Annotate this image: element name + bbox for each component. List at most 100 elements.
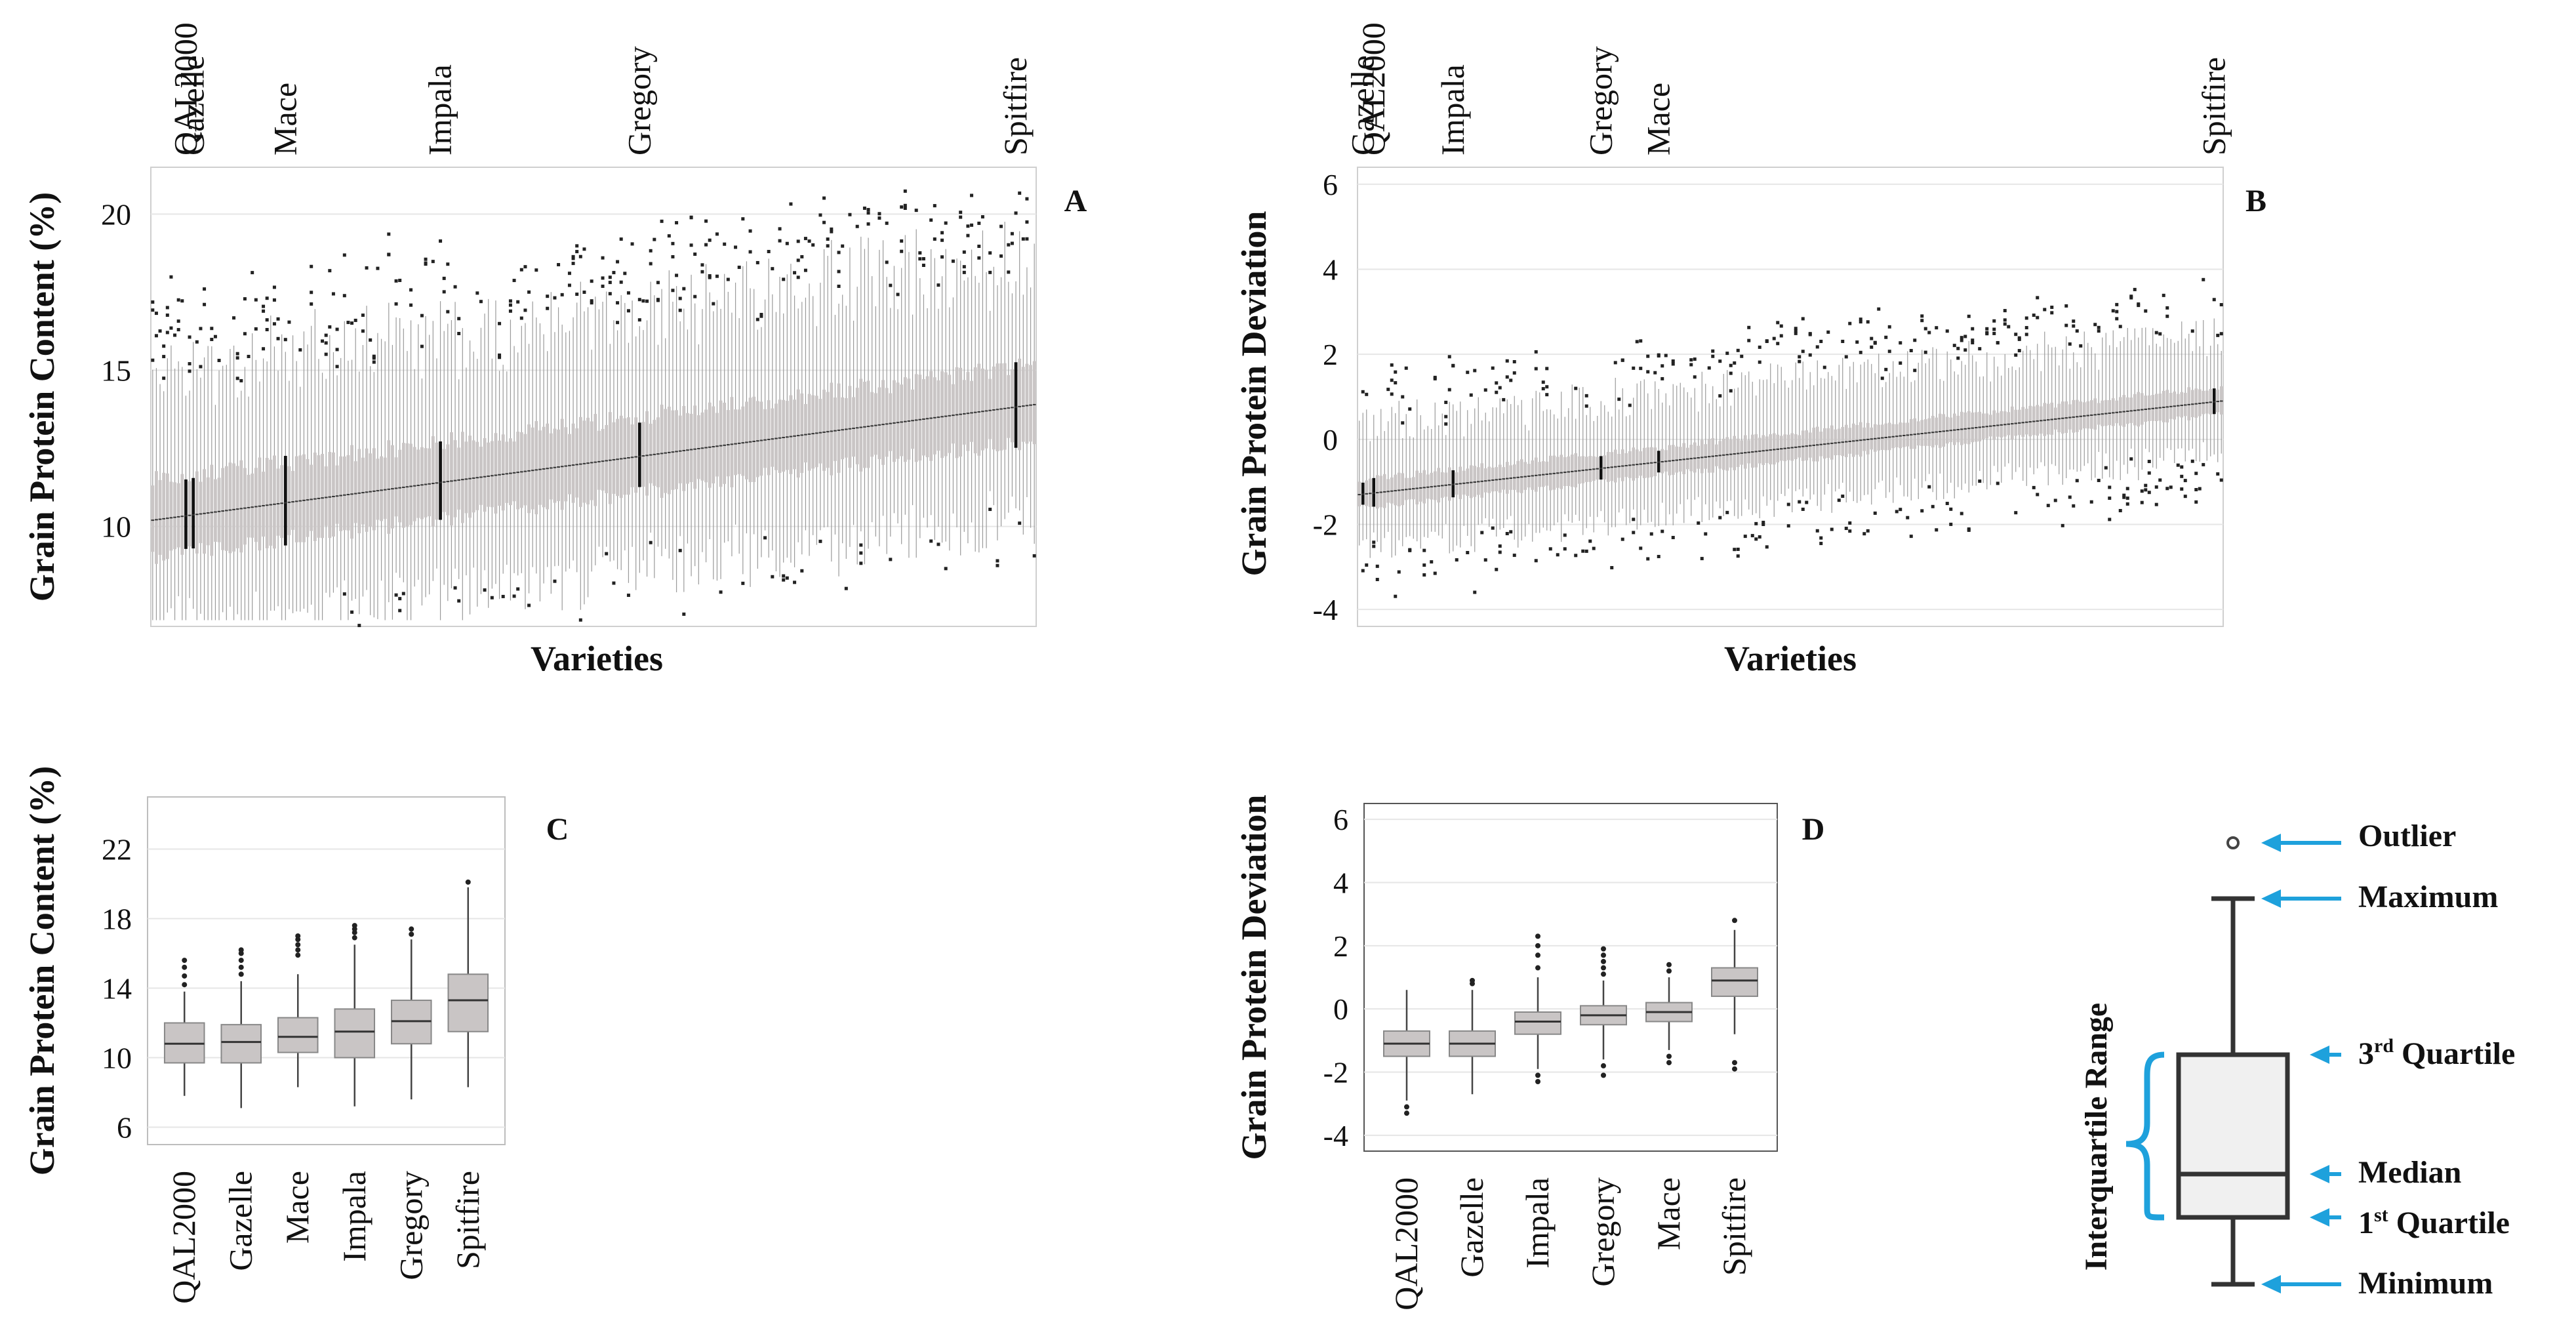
legend-outlier-dot [2226, 836, 2240, 849]
b-outlier-point [1859, 350, 1862, 354]
b-outlier-point [1639, 546, 1643, 550]
a-variety-box [180, 474, 184, 555]
a-outlier-point [310, 264, 313, 268]
b-outlier-point [1848, 529, 1852, 533]
c-outlier-point [295, 942, 301, 948]
b-outlier-point [2219, 303, 2223, 307]
b-outlier-point [2212, 298, 2216, 302]
b-outlier-point [1480, 531, 1484, 535]
c-outlier-point [295, 947, 301, 953]
a-variety-box [767, 400, 771, 476]
b-outlier-point [2125, 487, 2129, 491]
c-y-tick-label: 10 [102, 1042, 132, 1075]
b-outlier-point [1660, 529, 1664, 533]
a-variety-box [863, 381, 866, 468]
a-outlier-point [582, 290, 586, 294]
a-variety-box [793, 399, 796, 470]
a-outlier-point [675, 274, 679, 277]
a-outlier-point [251, 271, 254, 275]
b-outlier-point [1505, 375, 1509, 379]
b-outlier-point [1808, 353, 1812, 357]
b-variety-box [1447, 467, 1451, 501]
a-outlier-point [800, 254, 804, 258]
c-category-label: QAL2000 [165, 1171, 202, 1304]
a-outlier-point [601, 284, 605, 288]
a-outlier-point [442, 290, 446, 294]
b-variety-box [1750, 434, 1754, 468]
legend-arrow-median-head [2310, 1165, 2329, 1183]
a-outlier-point [667, 234, 671, 238]
b-variety-box [1909, 418, 1913, 449]
b-outlier-point [1841, 495, 1845, 498]
a-outlier-point [508, 299, 512, 303]
a-variety-box [460, 432, 464, 523]
a-variety-box [310, 464, 313, 531]
b-outlier-point [2043, 308, 2047, 312]
a-outlier-point [1025, 197, 1029, 201]
a-outlier-point [785, 576, 789, 580]
a-outlier-point [782, 277, 786, 281]
b-variety-box [2111, 398, 2115, 426]
a-outlier-point [796, 258, 800, 262]
a-variety-box [464, 441, 468, 514]
a-outlier-point [980, 215, 984, 219]
a-outlier-point [1025, 237, 1029, 241]
a-outlier-point [782, 574, 786, 578]
a-outlier-point [837, 251, 841, 254]
a-variety-box [376, 458, 380, 520]
b-outlier-point [1880, 376, 1884, 380]
b-outlier-point [2137, 304, 2141, 308]
b-outlier-point [1433, 571, 1437, 575]
b-variety-box [1642, 447, 1646, 478]
a-outlier-point [759, 312, 763, 316]
b-outlier-point [1765, 339, 1769, 343]
a-variety-box [162, 472, 166, 561]
a-outlier-point [498, 321, 502, 325]
b-outlier-point [1646, 354, 1650, 358]
a-variety-box [472, 440, 475, 513]
b-outlier-point [1657, 354, 1660, 358]
b-outlier-point [2219, 332, 2223, 336]
b-outlier-point [1960, 512, 1963, 516]
a-outlier-point [479, 300, 483, 304]
a-variety-box [893, 380, 896, 462]
b-outlier-point [1830, 527, 1834, 531]
b-outlier-point [2169, 485, 2173, 489]
b-outlier-point [1581, 549, 1585, 553]
a-outlier-point [712, 302, 715, 306]
b-outlier-point [1855, 340, 1859, 344]
b-outlier-point [1978, 347, 1982, 351]
b-variety-box [2072, 399, 2076, 433]
b-outlier-point [2104, 466, 2108, 470]
a-outlier-point [519, 268, 523, 272]
b-variety-box [1844, 424, 1848, 458]
c-box [334, 1008, 376, 1059]
a-variety-box [689, 413, 693, 483]
b-outlier-point [2140, 500, 2144, 504]
c-outlier-point [182, 982, 188, 988]
b-outlier-point [1422, 548, 1426, 552]
b-outlier-point [2194, 500, 2198, 504]
a-variety-box [365, 448, 369, 532]
a-outlier-point [254, 327, 258, 331]
c-category-label: Impala [336, 1171, 372, 1262]
b-outlier-point [1971, 327, 1975, 331]
c-box [447, 973, 489, 1032]
b-outlier-point [1729, 389, 1733, 393]
a-outlier-point [453, 285, 457, 289]
a-variety-box [313, 452, 317, 541]
a-outlier-point [590, 279, 594, 283]
b-variety-box [1632, 447, 1636, 481]
b-outlier-point [1776, 342, 1780, 346]
b-outlier-point [1859, 320, 1862, 324]
a-variety-box [748, 397, 752, 482]
b-outlier-point [1923, 350, 1927, 354]
b-variety-box [1952, 413, 1956, 445]
a-variety-box [929, 371, 933, 461]
b-outlier-point [1873, 511, 1877, 515]
a-outlier-point [335, 327, 339, 331]
b-outlier-point [1671, 359, 1675, 363]
b-outlier-point [1498, 544, 1502, 548]
a-variety-box [324, 466, 328, 526]
a-outlier-point [755, 317, 759, 321]
